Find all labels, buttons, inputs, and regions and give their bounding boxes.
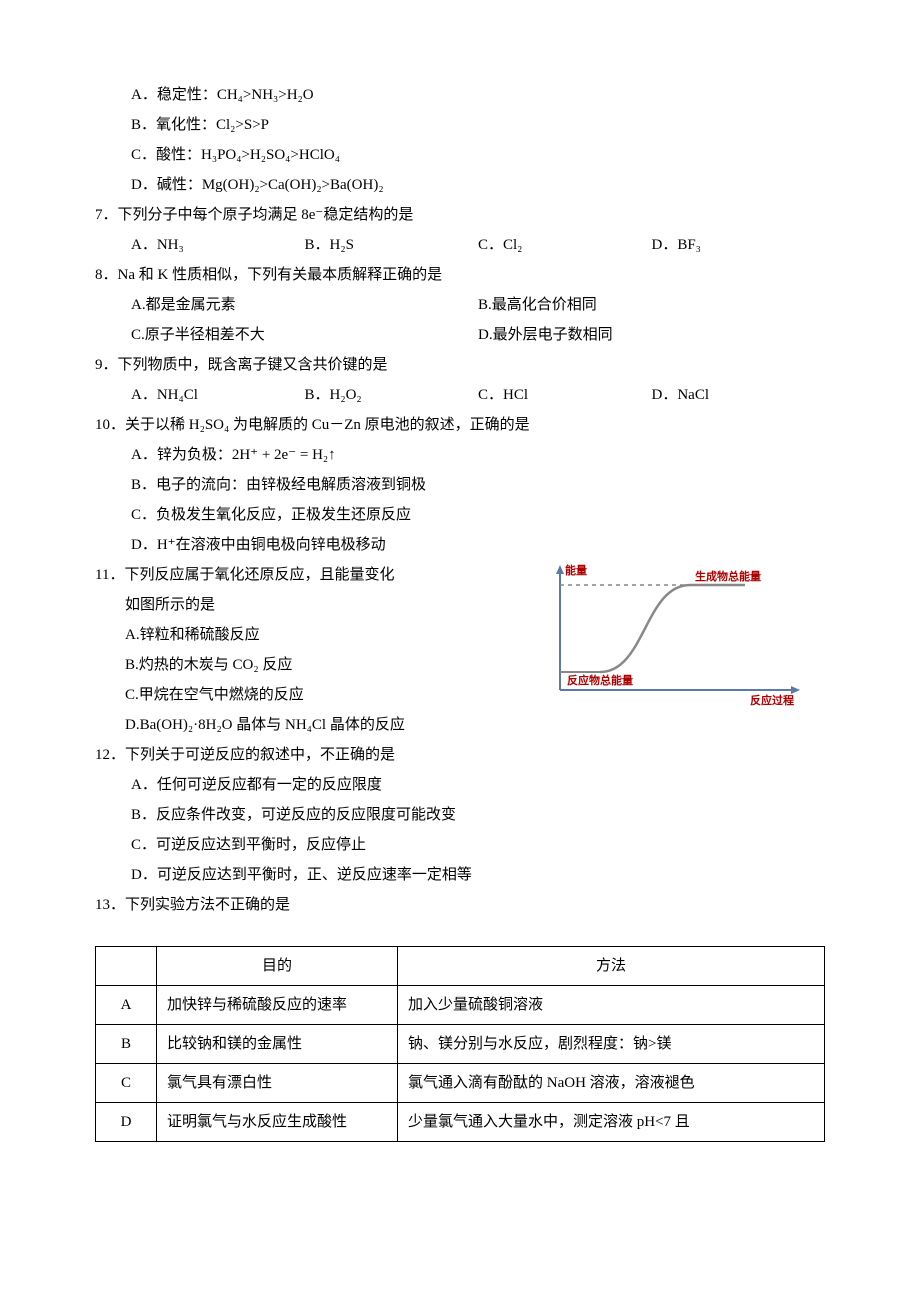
q6-opt-c: C．酸性：H₃PO₄>H₂SO₄>HClO₄ — [95, 140, 825, 170]
q10-opt-b: B．电子的流向：由锌极经电解质溶液到铜极 — [95, 470, 825, 500]
table-cell: 氯气具有漂白性 — [157, 1064, 398, 1103]
q10-opt-d: D．H⁺在溶液中由铜电极向锌电极移动 — [95, 530, 825, 560]
table-row: D 证明氯气与水反应生成酸性 少量氯气通入大量水中，测定溶液 pH<7 且 — [96, 1103, 825, 1142]
q7-opt-b: B．H₂S — [305, 230, 479, 260]
q9-opt-d: D．NaCl — [652, 380, 826, 410]
q9-stem: 9．下列物质中，既含离子键又含共价键的是 — [95, 350, 825, 380]
q12-stem: 12．下列关于可逆反应的叙述中，不正确的是 — [95, 740, 825, 770]
q12-opt-b: B．反应条件改变，可逆反应的反应限度可能改变 — [95, 800, 825, 830]
q10-stem: 10．关于以稀 H₂SO₄ 为电解质的 Cu－Zn 原电池的叙述，正确的是 — [95, 410, 825, 440]
table-cell: C — [96, 1064, 157, 1103]
q7-opt-c: C．Cl₂ — [478, 230, 652, 260]
diagram-y-label: 能量 — [565, 563, 587, 577]
table-row: A 加快锌与稀硫酸反应的速率 加入少量硫酸铜溶液 — [96, 986, 825, 1025]
table-cell: A — [96, 986, 157, 1025]
q9-opt-b: B．H₂O₂ — [305, 380, 479, 410]
q8-stem: 8．Na 和 K 性质相似，下列有关最本质解释正确的是 — [95, 260, 825, 290]
q7-opt-a: A．NH₃ — [131, 230, 305, 260]
q9-opt-c: C．HCl — [478, 380, 652, 410]
table-header-purpose: 目的 — [157, 947, 398, 986]
q6-opt-b: B．氧化性：Cl₂>S>P — [95, 110, 825, 140]
diagram-bottom-label: 反应物总能量 — [567, 673, 633, 687]
table-cell: 加入少量硫酸铜溶液 — [398, 986, 825, 1025]
q12-opt-a: A．任何可逆反应都有一定的反应限度 — [95, 770, 825, 800]
q8-opt-d: D.最外层电子数相同 — [478, 320, 825, 350]
table-header-row: 目的 方法 — [96, 947, 825, 986]
q11-opt-a: A.锌粒和稀硫酸反应 — [95, 620, 497, 650]
q6-opt-d: D．碱性：Mg(OH)₂>Ca(OH)₂>Ba(OH)₂ — [95, 170, 825, 200]
table-cell: B — [96, 1025, 157, 1064]
q9-options: A．NH₄Cl B．H₂O₂ C．HCl D．NaCl — [95, 380, 825, 410]
q8-options-2: C.原子半径相差不大 D.最外层电子数相同 — [95, 320, 825, 350]
table-header-blank — [96, 947, 157, 986]
table-header-method: 方法 — [398, 947, 825, 986]
table-cell: 钠、镁分别与水反应，剧烈程度：钠>镁 — [398, 1025, 825, 1064]
table-cell: 氯气通入滴有酚酞的 NaOH 溶液，溶液褪色 — [398, 1064, 825, 1103]
q7-options: A．NH₃ B．H₂S C．Cl₂ D．BF₃ — [95, 230, 825, 260]
q11-container: 11．下列反应属于氧化还原反应，且能量变化 如图所示的是 A.锌粒和稀硫酸反应 … — [95, 560, 825, 740]
q10-opt-c: C．负极发生氧化反应，正极发生还原反应 — [95, 500, 825, 530]
q8-opt-a: A.都是金属元素 — [131, 290, 478, 320]
q7-opt-d: D．BF₃ — [652, 230, 826, 260]
q8-opt-b: B.最高化合价相同 — [478, 290, 825, 320]
table-cell: 证明氯气与水反应生成酸性 — [157, 1103, 398, 1142]
diagram-x-label: 反应过程 — [750, 693, 794, 707]
q12-opt-c: C．可逆反应达到平衡时，反应停止 — [95, 830, 825, 860]
q6-opt-a: A．稳定性：CH₄>NH₃>H₂O — [95, 80, 825, 110]
q9-opt-a: A．NH₄Cl — [131, 380, 305, 410]
q11-stem-1: 11．下列反应属于氧化还原反应，且能量变化 — [95, 560, 497, 590]
q11-opt-d: D.Ba(OH)₂·8H₂O 晶体与 NH₄Cl 晶体的反应 — [95, 710, 497, 740]
q11-stem-2: 如图所示的是 — [95, 590, 497, 620]
q11-opt-c: C.甲烷在空气中燃烧的反应 — [95, 680, 497, 710]
table-cell: D — [96, 1103, 157, 1142]
q7-stem: 7．下列分子中每个原子均满足 8e⁻稳定结构的是 — [95, 200, 825, 230]
q13-table: 目的 方法 A 加快锌与稀硫酸反应的速率 加入少量硫酸铜溶液 B 比较钠和镁的金… — [95, 946, 825, 1142]
q12-opt-d: D．可逆反应达到平衡时，正、逆反应速率一定相等 — [95, 860, 825, 890]
q8-opt-c: C.原子半径相差不大 — [131, 320, 478, 350]
q11-opt-b: B.灼热的木炭与 CO₂ 反应 — [95, 650, 497, 680]
table-cell: 加快锌与稀硫酸反应的速率 — [157, 986, 398, 1025]
diagram-top-label: 生成物总能量 — [695, 569, 761, 583]
energy-diagram: 能量 生成物总能量 反应物总能量 反应过程 — [545, 560, 805, 710]
table-cell: 比较钠和镁的金属性 — [157, 1025, 398, 1064]
q10-opt-a: A．锌为负极：2H⁺ + 2e⁻ = H₂↑ — [95, 440, 825, 470]
q8-options-1: A.都是金属元素 B.最高化合价相同 — [95, 290, 825, 320]
table-cell: 少量氯气通入大量水中，测定溶液 pH<7 且 — [398, 1103, 825, 1142]
q13-stem: 13．下列实验方法不正确的是 — [95, 890, 825, 920]
table-row: C 氯气具有漂白性 氯气通入滴有酚酞的 NaOH 溶液，溶液褪色 — [96, 1064, 825, 1103]
table-row: B 比较钠和镁的金属性 钠、镁分别与水反应，剧烈程度：钠>镁 — [96, 1025, 825, 1064]
